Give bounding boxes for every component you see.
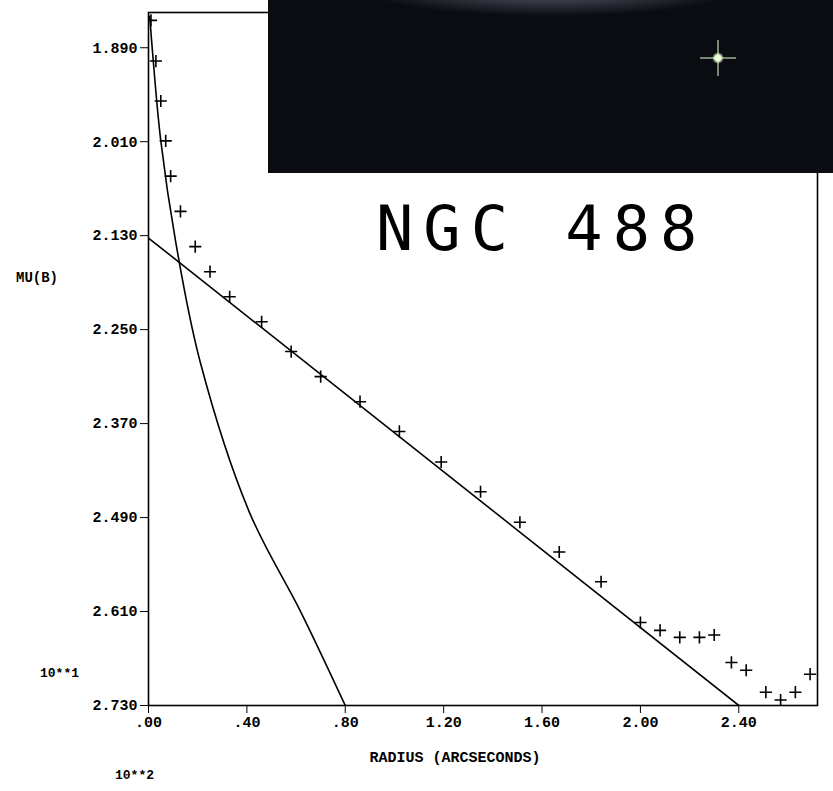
svg-text:1.890: 1.890 [92, 41, 137, 58]
svg-text:2.250: 2.250 [92, 322, 137, 339]
svg-text:2.610: 2.610 [92, 604, 137, 621]
svg-text:.00: .00 [135, 715, 162, 732]
svg-text:2.00: 2.00 [622, 715, 658, 732]
svg-text:2.40: 2.40 [721, 715, 757, 732]
html-text:RADIUS (ARCSECONDS): RADIUS (ARCSECONDS) [369, 750, 541, 767]
html-text:10**2: 10**2 [115, 768, 154, 783]
html-text:NGC 488: NGC 488 [376, 192, 708, 265]
html-text:MU(B): MU(B) [16, 270, 58, 286]
svg-text:1.20: 1.20 [426, 715, 462, 732]
svg-text:1.60: 1.60 [524, 715, 560, 732]
svg-text:2.130: 2.130 [92, 228, 137, 245]
svg-text:.80: .80 [332, 715, 359, 732]
svg-text:.40: .40 [233, 715, 260, 732]
svg-text:2.370: 2.370 [92, 416, 137, 433]
svg-text:2.730: 2.730 [92, 698, 137, 715]
svg-text:2.490: 2.490 [92, 510, 137, 527]
svg-text:2.010: 2.010 [92, 135, 137, 152]
html-text:10**1: 10**1 [40, 666, 79, 681]
